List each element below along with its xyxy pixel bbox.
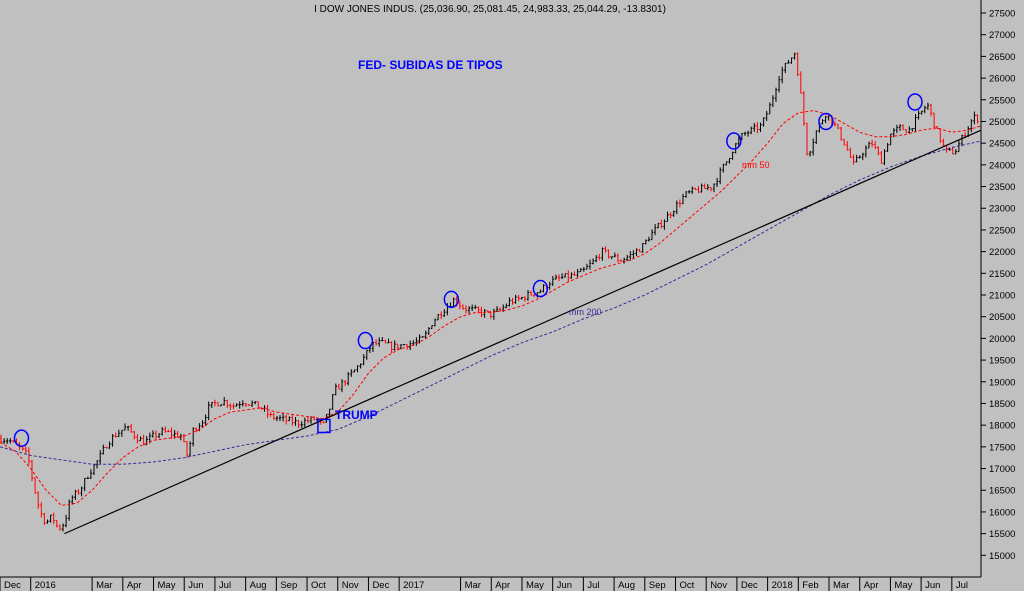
x-tick-label: Apr	[495, 580, 510, 591]
y-tick-label: 27000	[989, 30, 1015, 41]
y-tick-label: 23500	[989, 182, 1015, 193]
highlight-circle	[726, 132, 742, 150]
x-tick-label: Sep	[649, 580, 666, 591]
x-tick-label: Aug	[618, 580, 635, 591]
y-tick-label: 27500	[989, 9, 1015, 20]
x-tick-label: May	[526, 580, 544, 591]
y-tick-label: 17500	[989, 442, 1015, 453]
y-tick-label: 21500	[989, 269, 1015, 280]
trend-line	[64, 129, 982, 535]
x-tick-label: Mar	[465, 580, 481, 591]
x-tick-label: Jun	[925, 580, 940, 591]
x-tick-label: May	[894, 580, 912, 591]
x-tick-label: 2018	[772, 580, 793, 591]
x-tick-label: Dec	[741, 580, 758, 591]
x-tick-label: 2017	[403, 580, 424, 591]
x-tick-label: Oct	[679, 580, 694, 591]
highlight-circle	[818, 112, 834, 131]
highlight-markers	[13, 93, 923, 447]
x-tick-label: Jul	[219, 580, 231, 591]
y-tick-label: 26000	[989, 74, 1015, 85]
y-tick-label: 15000	[989, 551, 1015, 562]
y-tick-label: 17000	[989, 464, 1015, 475]
x-tick-label: Jun	[557, 580, 572, 591]
x-tick-label: Sep	[280, 580, 297, 591]
x-tick-label: Oct	[311, 580, 326, 591]
y-tick-label: 19500	[989, 356, 1015, 367]
y-tick-label: 19000	[989, 377, 1015, 388]
trump-annotation: TRUMP	[335, 408, 378, 422]
x-tick-label: Feb	[802, 580, 818, 591]
y-tick-label: 25500	[989, 95, 1015, 106]
y-axis: 15000 15500 16000 16500 17000 17500 18000 18500…	[981, 9, 1015, 562]
x-tick-label: Nov	[710, 580, 727, 591]
mm200-label: mm 200	[569, 307, 602, 317]
fed-annotation: FED- SUBIDAS DE TIPOS	[358, 58, 503, 72]
x-tick-label: Jul	[956, 580, 968, 591]
y-tick-label: 20500	[989, 312, 1015, 323]
ma50-line	[0, 110, 982, 506]
highlight-square	[317, 418, 331, 434]
x-tick-label: Nov	[342, 580, 359, 591]
y-tick-label: 16500	[989, 486, 1015, 497]
x-tick-label: Dec	[4, 580, 21, 591]
y-tick-label: 22500	[989, 225, 1015, 236]
x-tick-label: Mar	[96, 580, 112, 591]
y-tick-label: 20000	[989, 334, 1015, 345]
x-tick-label: Apr	[127, 580, 142, 591]
x-axis: Dec 2016 Mar Apr May Jun Jul Aug Sep Oct Nov Dec 201…	[0, 577, 968, 591]
y-tick-label: 16000	[989, 507, 1015, 518]
y-axis-panel	[981, 0, 1024, 577]
highlight-circle	[532, 279, 549, 298]
y-tick-label: 22000	[989, 247, 1015, 258]
y-tick-label: 24000	[989, 160, 1015, 171]
x-tick-label: Dec	[372, 580, 389, 591]
y-tick-label: 15500	[989, 529, 1015, 540]
highlight-circle	[443, 290, 460, 309]
highlight-circle	[357, 331, 374, 350]
y-tick-label: 23000	[989, 204, 1015, 215]
x-tick-label: 2016	[35, 580, 56, 591]
x-tick-label: Aug	[250, 580, 267, 591]
y-tick-label: 26500	[989, 52, 1015, 63]
x-tick-label: Apr	[864, 580, 879, 591]
y-tick-label: 21000	[989, 291, 1015, 302]
highlight-circle	[907, 93, 923, 111]
y-tick-label: 25000	[989, 117, 1015, 128]
chart-title: I DOW JONES INDUS. (25,036.90, 25,081.45…	[314, 4, 666, 15]
y-tick-label: 18500	[989, 399, 1015, 410]
x-tick-label: Jun	[188, 580, 203, 591]
x-tick-label: May	[158, 580, 176, 591]
highlight-circle	[13, 429, 30, 447]
y-tick-label: 18000	[989, 421, 1015, 432]
x-tick-label: Jul	[587, 580, 599, 591]
mm50-label: mm 50	[742, 160, 770, 170]
y-tick-label: 24500	[989, 139, 1015, 150]
price-candles	[0, 52, 979, 532]
x-tick-label: Mar	[833, 580, 849, 591]
